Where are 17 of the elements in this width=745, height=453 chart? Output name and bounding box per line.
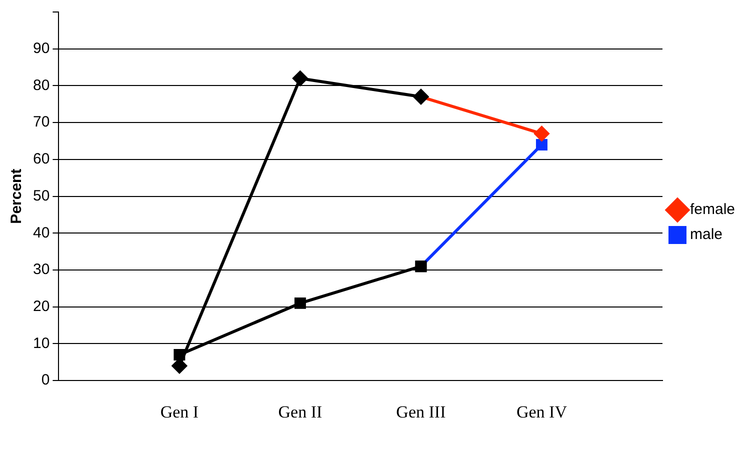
y-tick-label: 80 xyxy=(32,76,50,94)
x-tick-label: Gen II xyxy=(278,402,322,422)
y-axis-title: Percent xyxy=(8,168,26,224)
y-tick-label: 50 xyxy=(32,187,50,204)
y-tick-label: 20 xyxy=(32,298,50,316)
y-tick-label: 70 xyxy=(32,114,50,131)
x-tick-label: Gen III xyxy=(396,402,446,422)
legend-label: male xyxy=(690,226,722,244)
y-tick-label: 40 xyxy=(32,224,50,242)
x-tick-label: Gen I xyxy=(160,402,199,422)
legend-label: female xyxy=(690,201,736,218)
y-tick-label: 0 xyxy=(41,372,50,389)
y-tick-label: 10 xyxy=(32,334,50,352)
y-tick-label: 60 xyxy=(32,150,50,168)
y-tick-label: 90 xyxy=(32,40,50,57)
x-tick-label: Gen IV xyxy=(516,402,568,422)
y-tick-label: 30 xyxy=(32,261,50,278)
